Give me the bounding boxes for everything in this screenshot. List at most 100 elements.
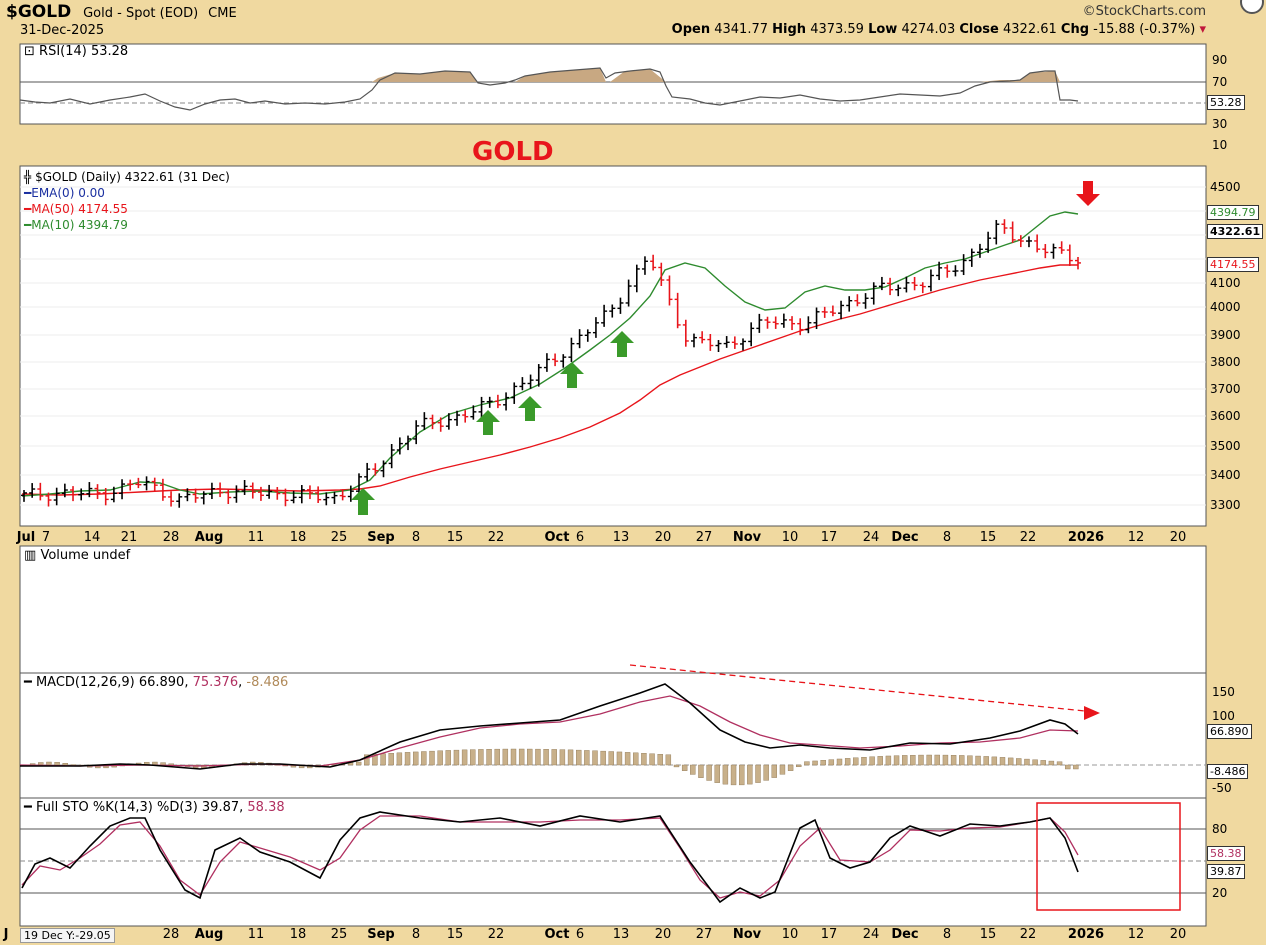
macd-hist-bar xyxy=(364,754,370,766)
sto-d-box: 58.38 xyxy=(1207,846,1245,861)
x-tick-label: 18 xyxy=(290,530,307,545)
y-axis: 9070503010450041004000390038003700360035… xyxy=(1210,53,1241,900)
macd-hist-bar xyxy=(600,750,606,766)
sto-tick-label: 20 xyxy=(1212,886,1227,900)
arrow-up-icon xyxy=(351,488,375,515)
x-tick-label: 27 xyxy=(696,927,713,942)
x-tick-label: Nov xyxy=(733,530,762,545)
sto-label-text: Full STO %K(14,3) %D(3) 39.87, xyxy=(35,800,244,815)
macd-hist-bar xyxy=(893,755,900,766)
macd-hist-bar xyxy=(983,756,989,766)
bar-chart-icon: ╬ xyxy=(24,170,32,184)
macd-hist-bar xyxy=(861,757,867,766)
exchange: CME xyxy=(208,6,237,21)
x-tick-label: Nov xyxy=(733,927,762,942)
chg-label: Chg xyxy=(1060,22,1090,37)
macd-hist-bar xyxy=(673,764,680,768)
symbol-title: $GOLD Gold - Spot (EOD) CME xyxy=(6,2,237,22)
x-tick-label: Jul xyxy=(16,530,36,545)
price-tick-label: 3300 xyxy=(1210,498,1241,512)
macd-hist-bar xyxy=(1024,758,1030,766)
macd-hist-bar xyxy=(160,762,166,766)
price-panel xyxy=(19,165,1207,527)
rsi-icon: ⊡ xyxy=(24,44,35,59)
x-tick-label: J xyxy=(3,927,9,942)
macd-label: ━ MACD(12,26,9) 66.890, 75.376, -8.486 xyxy=(24,675,289,690)
rsi-value-box: 53.28 xyxy=(1207,95,1245,110)
x-tick-label: 13 xyxy=(613,530,630,545)
macd-hist-bar xyxy=(461,749,468,766)
macd-hist-bar xyxy=(372,754,378,766)
x-tick-label: Sep xyxy=(367,530,395,545)
rsi-panel xyxy=(19,43,1207,125)
macd-hist-bar xyxy=(787,764,794,771)
macd-hist-bar xyxy=(380,753,386,766)
macd-hist-bar xyxy=(1048,760,1055,766)
macd-hist-bar xyxy=(1040,760,1046,766)
rsi-tick-label: 10 xyxy=(1212,138,1227,152)
x-axis-bottom: J 28 Aug 11 18 25 Sep 8 15 22 Oct 6 13 20 27 Nov 10 17 24 D… xyxy=(3,927,1187,942)
macd-hist-bar xyxy=(706,764,712,781)
low-value: 4274.03 xyxy=(901,22,956,37)
macd-hist-bar xyxy=(771,764,777,778)
macd-hist-bar xyxy=(559,749,566,766)
rsi-label: ⊡ RSI(14) 53.28 xyxy=(24,44,128,59)
macd-hist-bar xyxy=(1007,757,1014,766)
macd-hist-bar xyxy=(355,761,362,766)
macd-hist-bar xyxy=(413,751,419,766)
x-tick-label: Aug xyxy=(195,927,224,942)
price-tick-label: 3800 xyxy=(1210,355,1241,369)
price-tick-label: 3700 xyxy=(1210,382,1241,396)
macd-hist-bar xyxy=(910,754,916,766)
macd-hist-bar xyxy=(543,749,549,766)
macd-hist-bar xyxy=(999,757,1006,766)
x-tick-label: Dec xyxy=(891,927,918,942)
volume-panel xyxy=(19,545,1207,674)
x-tick-label: Sep xyxy=(367,927,395,942)
sto-tick-label: 80 xyxy=(1212,822,1227,836)
ohlc-summary: Open 4341.77 High 4373.59 Low 4274.03 Cl… xyxy=(672,22,1206,37)
symbol-name: Gold - Spot (EOD) xyxy=(83,6,199,21)
macd-hist-bar xyxy=(396,752,403,766)
arrow-right-icon xyxy=(1084,706,1100,720)
macd-hist-bar xyxy=(453,749,460,766)
macd-hist-bar xyxy=(486,749,492,766)
macd-hist-value: -8.486 xyxy=(246,675,289,690)
macd-hist-bar xyxy=(38,762,44,766)
x-tick-label: 2026 xyxy=(1068,530,1104,545)
macd-hist-bar xyxy=(1016,758,1022,766)
rsi-tick-label: 90 xyxy=(1212,53,1227,67)
x-tick-label: 22 xyxy=(488,927,505,942)
x-axis: Jul 7 14 21 28 Aug 11 18 25 Sep 8 15 22 Oct 6 13 20 27 Nov… xyxy=(16,530,1187,545)
macd-hist-bar xyxy=(535,748,541,766)
macd-hist-bar xyxy=(518,748,525,766)
x-tick-label: 12 xyxy=(1128,927,1145,942)
ma10-value-box: 4394.79 xyxy=(1207,205,1259,220)
x-tick-label: 17 xyxy=(821,927,838,942)
macd-hist-bar xyxy=(967,755,973,766)
macd-panel xyxy=(19,672,1207,799)
macd-hist-bar xyxy=(779,764,786,775)
macd-hist-bar xyxy=(828,759,835,766)
x-tick-label: Dec xyxy=(891,530,918,545)
chg-down-icon: ▾ xyxy=(1199,22,1206,37)
brand[interactable]: ©StockCharts.com xyxy=(1082,4,1206,19)
x-tick-label: 15 xyxy=(447,530,464,545)
macd-hist-bar xyxy=(1056,761,1063,766)
x-tick-label: 17 xyxy=(821,530,838,545)
macd-hist-bar xyxy=(470,749,476,766)
symbol: $GOLD xyxy=(6,2,72,22)
x-tick-label: Oct xyxy=(545,530,570,545)
x-tick-label: 11 xyxy=(248,530,265,545)
macd-hist-bar xyxy=(527,748,533,766)
x-tick-label: 28 xyxy=(163,530,180,545)
macd-hist-bar xyxy=(576,749,582,766)
x-tick-label: 12 xyxy=(1128,530,1145,545)
macd-hist-bar xyxy=(698,764,704,778)
x-tick-label: 20 xyxy=(1170,927,1187,942)
sto-d-value: 58.38 xyxy=(247,800,285,815)
x-tick-label: 22 xyxy=(1020,530,1037,545)
buy-arrows xyxy=(351,331,634,515)
macd-hist-bar xyxy=(836,758,843,766)
